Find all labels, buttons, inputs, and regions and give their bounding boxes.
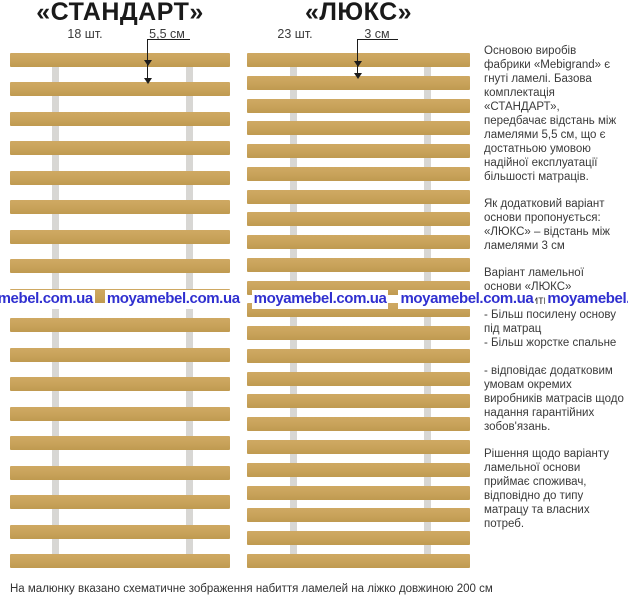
- diagram-title-standart: «СТАНДАРТ»: [36, 0, 204, 26]
- dimension-arrow-icon: [354, 61, 362, 67]
- slat-count-label-standart: 18 шт.: [67, 27, 103, 41]
- slat: [10, 53, 230, 67]
- description-column: Основою виробів фабрики «Mebigrand» є гн…: [484, 44, 624, 544]
- benefit-item: - Більш жорстке спальне: [484, 337, 617, 349]
- slat-spacing-label-lux: 3 см: [364, 27, 390, 41]
- slat: [10, 436, 230, 451]
- slat: [247, 212, 470, 227]
- slat: [247, 257, 470, 272]
- slat: [10, 495, 230, 510]
- slat-stack-standart: [10, 53, 230, 568]
- dimension-arrow-icon: [144, 60, 152, 66]
- benefit-item: - Більш посилену основу під матрац: [484, 309, 616, 335]
- slat-frame-lux: [247, 53, 470, 568]
- watermark-text: moyamebel.com.ua: [251, 290, 389, 309]
- benefit-item: - відповідає додатковим умовам окремих в…: [484, 365, 624, 433]
- watermark-text: moyamebel.com.ua: [104, 290, 242, 309]
- dimension-line-horizontal: [147, 39, 190, 40]
- slat: [247, 508, 470, 523]
- slat: [247, 166, 470, 181]
- slat: [247, 144, 470, 159]
- slat: [247, 440, 470, 455]
- slat: [247, 462, 470, 477]
- slat: [247, 326, 470, 341]
- slat: [10, 318, 230, 333]
- dimension-line-horizontal: [357, 39, 398, 40]
- diagram-title-lux: «ЛЮКС»: [304, 0, 413, 26]
- paragraph-decision: Рішення щодо варіанту ламельної основи п…: [484, 448, 609, 530]
- slat-count-label-lux: 23 шт.: [277, 27, 313, 41]
- slat: [247, 121, 470, 136]
- slat: [10, 141, 230, 156]
- slat: [247, 417, 470, 432]
- dimension-arrow-icon: [354, 73, 362, 79]
- slat: [10, 229, 230, 244]
- slat: [247, 189, 470, 204]
- watermark-text: moyamebel.com.ua: [545, 290, 628, 309]
- watermark-text: moyamebel.com.ua: [398, 290, 536, 309]
- slat: [247, 485, 470, 500]
- slat: [247, 553, 470, 568]
- slat: [247, 75, 470, 90]
- slat: [10, 170, 230, 185]
- slat: [247, 371, 470, 386]
- slat: [247, 235, 470, 250]
- paragraph-base-info: Основою виробів фабрики «Mebigrand» є гн…: [484, 45, 617, 183]
- slat: [10, 259, 230, 274]
- slat: [247, 394, 470, 409]
- slat: [247, 531, 470, 546]
- slat-stack-lux: [247, 53, 470, 568]
- watermark-text: moyamebel.com.ua: [0, 290, 95, 309]
- paragraph-lux-option: Як додатковий варіант основи пропонуєтьс…: [484, 198, 610, 252]
- slat: [10, 111, 230, 126]
- side-rail: [186, 53, 193, 568]
- footer-note: На малюнку вказано схематичне зображення…: [10, 583, 493, 595]
- slat: [10, 82, 230, 97]
- slat-frame-standart: [10, 53, 230, 568]
- slat: [10, 465, 230, 480]
- slat: [10, 377, 230, 392]
- slat: [10, 347, 230, 362]
- slat: [247, 348, 470, 363]
- slat-spacing-label-standart: 5,5 см: [149, 27, 185, 41]
- dimension-arrow-icon: [144, 78, 152, 84]
- slat: [10, 524, 230, 539]
- slat: [247, 53, 470, 67]
- slat: [247, 98, 470, 113]
- watermark-row: moyamebel.com.ua moyamebel.com.ua moyame…: [0, 290, 628, 309]
- slat: [10, 200, 230, 215]
- slat: [10, 553, 230, 568]
- dimension-line-vertical: [357, 39, 358, 76]
- slat: [10, 406, 230, 421]
- side-rail: [52, 53, 59, 568]
- paragraph-lux-benefits: Варіант ламельної основи «ЛЮКС» забезпеч…: [484, 266, 624, 434]
